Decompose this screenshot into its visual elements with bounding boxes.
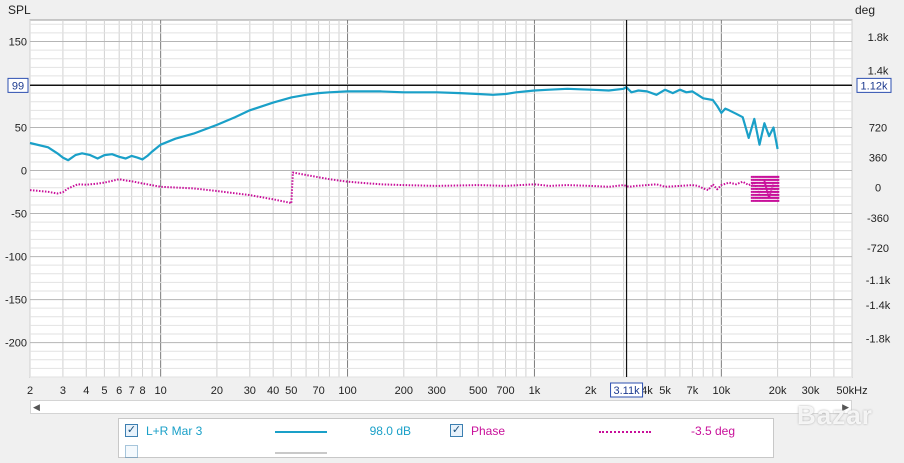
cursor-x-label: 3.11k bbox=[614, 385, 641, 397]
y-right-tick-label: 1.4k bbox=[868, 65, 889, 77]
x-tick-label: 5k bbox=[659, 385, 671, 397]
x-tick-label: 40 bbox=[267, 385, 279, 397]
x-tick-label: 3 bbox=[60, 385, 66, 397]
x-tick-label: 30k bbox=[802, 385, 820, 397]
x-tick-label: 5 bbox=[101, 385, 107, 397]
y-right-tick-label: -1.1k bbox=[866, 275, 891, 287]
y-right-tick-label: 360 bbox=[869, 152, 887, 164]
horizontal-scrollbar[interactable]: ◀ ▶ bbox=[30, 400, 852, 414]
y-right-tick-label: 720 bbox=[869, 122, 887, 134]
x-tick-label: 1k bbox=[529, 385, 541, 397]
x-tick-label: 6 bbox=[116, 385, 122, 397]
x-tick-label: 20 bbox=[211, 385, 223, 397]
y-left-tick-label: -200 bbox=[5, 338, 27, 350]
spl-series-line bbox=[29, 85, 779, 162]
cursor-x-box bbox=[610, 382, 644, 398]
y-left-tick-label: -50 bbox=[11, 209, 27, 221]
x-tick-label: 7k bbox=[687, 385, 699, 397]
phase-series-line bbox=[29, 171, 779, 205]
cursor-y-right-box bbox=[856, 77, 892, 93]
y-left-tick-label: 150 bbox=[9, 37, 27, 49]
x-tick-label: 2 bbox=[27, 385, 33, 397]
cursor-y-left-label: 99 bbox=[12, 80, 24, 92]
frequency-response-chart: SPLdeg150100500-50-100-150-2001.8k1.4k72… bbox=[5, 3, 892, 398]
x-tick-label: 8 bbox=[139, 385, 145, 397]
plot-area bbox=[29, 19, 853, 378]
phase-value: -3.5 deg bbox=[690, 424, 735, 438]
x-tick-label: 20k bbox=[769, 385, 787, 397]
x-tick-label: 50 bbox=[285, 385, 297, 397]
y-right-tick-label: -720 bbox=[867, 243, 889, 255]
legend-panel: ✓ L+R Mar 3 98.0 dB ✓ Phase -3.5 deg bbox=[118, 418, 774, 458]
phase-line-swatch bbox=[599, 431, 651, 433]
y-left-tick-label: 50 bbox=[15, 123, 27, 135]
legend-row-2-partial bbox=[119, 443, 775, 463]
x-tick-label: 200 bbox=[395, 385, 413, 397]
x-tick-label: 70 bbox=[312, 385, 324, 397]
x-tick-label: 7 bbox=[129, 385, 135, 397]
phase-series-name: Phase bbox=[471, 424, 506, 438]
phase-checkbox[interactable]: ✓ bbox=[450, 424, 463, 437]
watermark-logo: Bazar bbox=[797, 400, 873, 430]
x-tick-label: 10k bbox=[712, 385, 730, 397]
cursor-y-left-box bbox=[7, 77, 29, 93]
x-tick-label: 100 bbox=[338, 385, 356, 397]
spl-line-swatch bbox=[275, 431, 327, 433]
second-row-swatch bbox=[275, 452, 327, 454]
spl-series-name: L+R Mar 3 bbox=[146, 424, 203, 438]
y-right-tick-label: -1.8k bbox=[866, 333, 891, 345]
spl-value: 98.0 dB bbox=[369, 424, 411, 438]
cursor-y-right-label: 1.12k bbox=[861, 80, 888, 92]
scroll-right-icon[interactable]: ▶ bbox=[842, 402, 849, 412]
second-row-checkbox[interactable] bbox=[125, 445, 138, 458]
legend-row: ✓ L+R Mar 3 98.0 dB ✓ Phase -3.5 deg bbox=[119, 422, 775, 442]
x-tick-label: 2k bbox=[585, 385, 597, 397]
y-right-axis-title: deg bbox=[855, 3, 875, 17]
y-left-tick-label: 0 bbox=[21, 166, 27, 178]
y-left-tick-label: -150 bbox=[5, 295, 27, 307]
x-tick-label: 30 bbox=[244, 385, 256, 397]
y-left-tick-label: -100 bbox=[5, 252, 27, 264]
y-left-axis-title: SPL bbox=[8, 3, 31, 17]
scroll-left-icon[interactable]: ◀ bbox=[33, 402, 40, 412]
chart-svg: SPLdeg150100500-50-100-150-2001.8k1.4k72… bbox=[5, 3, 892, 398]
x-tick-label: 500 bbox=[469, 385, 487, 397]
y-right-tick-label: -1.4k bbox=[866, 300, 891, 312]
x-tick-label: 300 bbox=[428, 385, 446, 397]
spl-checkbox[interactable]: ✓ bbox=[125, 424, 138, 437]
x-tick-label: 10 bbox=[155, 385, 167, 397]
y-right-tick-label: 0 bbox=[875, 183, 881, 195]
y-right-tick-label: 1.8k bbox=[868, 32, 889, 44]
y-right-tick-label: -360 bbox=[867, 213, 889, 225]
x-tick-label: 50kHz bbox=[836, 385, 867, 397]
x-tick-label: 700 bbox=[496, 385, 514, 397]
x-tick-label: 4k bbox=[641, 385, 653, 397]
x-tick-label: 4 bbox=[83, 385, 89, 397]
